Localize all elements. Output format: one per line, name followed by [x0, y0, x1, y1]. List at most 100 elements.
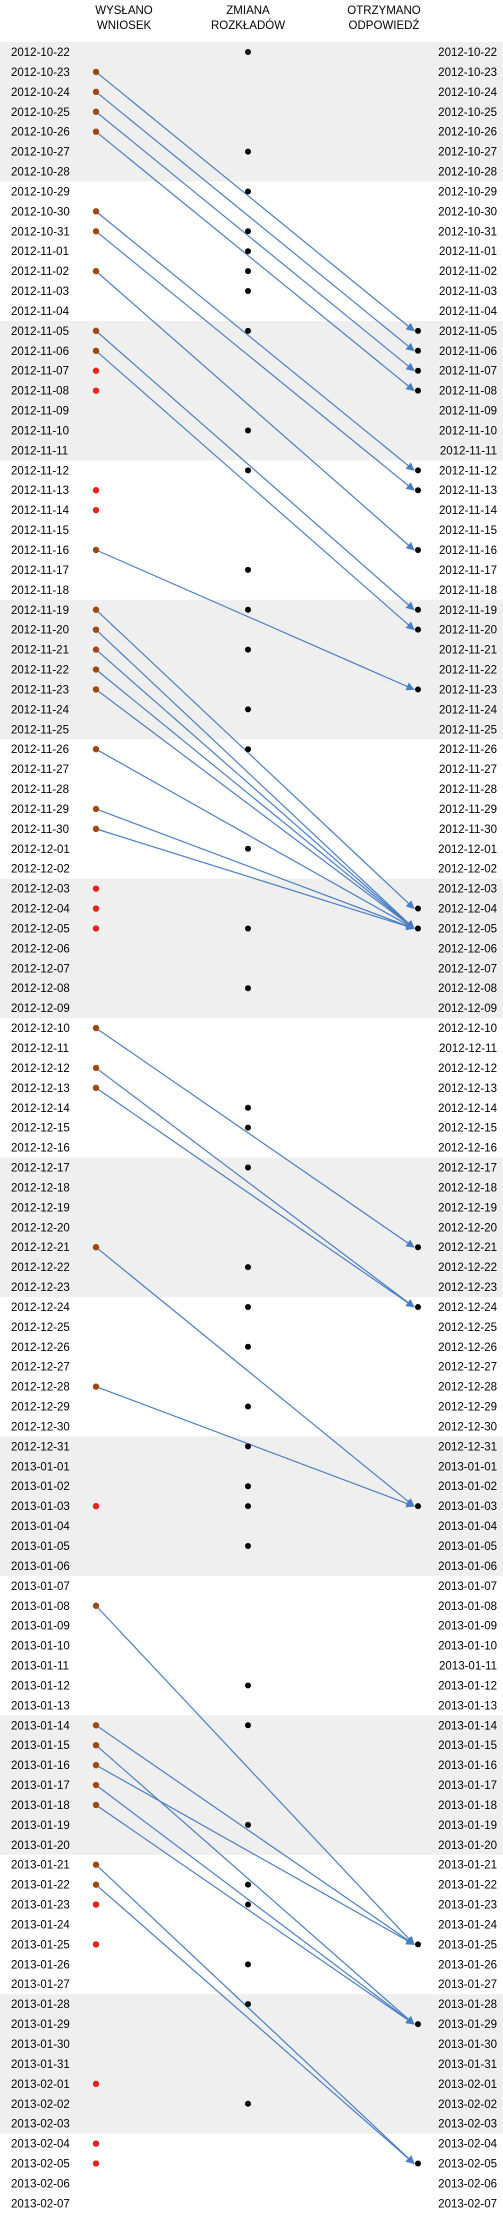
arrow-2012-10-24-to-2012-11-06 — [95, 91, 415, 352]
date-label-right: 2012-11-24 — [439, 704, 498, 716]
reply-dot-2012-12-21 — [415, 1244, 421, 1251]
date-label-right: 2013-01-15 — [438, 1740, 497, 1752]
sent-dot-2012-12-21 — [92, 1244, 100, 1251]
date-label-right: 2012-11-27 — [439, 764, 497, 776]
date-label-right: 2012-12-29 — [438, 1402, 497, 1414]
date-label-left: 2013-01-29 — [11, 2019, 70, 2031]
date-label-right: 2013-01-24 — [438, 1919, 497, 1931]
arrow-2013-01-08-to-2013-01-25 — [95, 1605, 415, 1946]
date-label-left: 2012-10-23 — [11, 67, 70, 79]
date-label-left: 2013-01-20 — [11, 1840, 70, 1852]
arrow-2013-01-15-to-2013-01-29 — [95, 1744, 415, 2025]
arrow-2012-12-12-to-2012-12-24 — [95, 1067, 415, 1308]
date-label-left: 2012-11-09 — [11, 406, 69, 418]
week-shading — [0, 42, 503, 2134]
date-label-right: 2012-11-23 — [439, 684, 497, 696]
date-label-right: 2013-01-05 — [438, 1541, 497, 1553]
schedule-change-dot-2013-01-02 — [245, 1483, 251, 1490]
date-label-left: 2012-10-26 — [11, 127, 70, 139]
schedule-change-dot-2012-12-26 — [245, 1343, 251, 1350]
date-label-left: 2012-12-24 — [11, 1302, 70, 1314]
sent-dot-2012-12-28 — [92, 1383, 100, 1390]
sent-dot-2012-12-13 — [92, 1084, 100, 1092]
schedule-change-dot-2012-10-27 — [245, 148, 251, 155]
date-label-left: 2012-10-31 — [11, 226, 70, 238]
date-label-left: 2012-12-04 — [11, 904, 70, 916]
date-label-left: 2013-01-12 — [11, 1680, 70, 1692]
date-label-left: 2013-01-05 — [11, 1541, 70, 1553]
date-label-left: 2012-11-20 — [11, 625, 69, 637]
date-label-right: 2012-12-12 — [438, 1063, 497, 1075]
schedule-change-dot-2012-11-24 — [245, 706, 251, 713]
arrow-2012-11-29-to-2012-12-05 — [95, 808, 415, 930]
schedule-change-dot-2013-01-28 — [245, 2001, 251, 2008]
date-label-right: 2012-12-11 — [439, 1043, 497, 1055]
date-label-right: 2012-11-04 — [439, 306, 498, 318]
header-change-line2: ROZKŁADÓW — [211, 19, 285, 32]
date-label-left: 2012-11-16 — [11, 545, 69, 557]
schedule-change-dot-2012-11-01 — [245, 248, 251, 255]
date-label-right: 2012-12-27 — [438, 1362, 497, 1374]
date-label-left: 2012-12-18 — [11, 1182, 70, 1194]
date-label-left: 2012-11-02 — [11, 266, 69, 278]
reply-dot-2012-11-07 — [415, 367, 421, 374]
schedule-change-dot-2012-11-21 — [245, 646, 251, 653]
date-label-right: 2012-10-27 — [438, 147, 497, 159]
date-label-right: 2012-12-06 — [438, 943, 497, 955]
date-label-left: 2012-11-21 — [11, 645, 69, 657]
date-label-left: 2012-12-02 — [11, 864, 70, 876]
schedule-change-dot-2012-11-05 — [245, 327, 251, 334]
reply-dot-2012-11-20 — [415, 626, 421, 633]
schedule-change-dot-2012-11-19 — [245, 606, 251, 613]
date-label-left: 2012-11-01 — [11, 246, 69, 258]
date-label-left: 2012-11-12 — [11, 465, 69, 477]
sent-unanswered-dot-2013-02-04 — [92, 2140, 100, 2147]
sent-unanswered-dot-2012-11-14 — [92, 506, 100, 514]
date-label-right: 2012-11-20 — [439, 625, 497, 637]
date-label-right: 2013-02-07 — [438, 2198, 497, 2210]
date-label-left: 2013-01-09 — [11, 1621, 70, 1633]
date-label-right: 2012-11-11 — [440, 445, 497, 457]
date-label-left: 2012-12-20 — [11, 1222, 70, 1234]
date-label-left: 2013-01-30 — [11, 2039, 70, 2051]
date-label-right: 2012-11-12 — [439, 465, 497, 477]
reply-dot-2012-11-23 — [415, 686, 421, 693]
date-label-right: 2013-01-14 — [438, 1720, 497, 1732]
date-label-left: 2012-12-11 — [11, 1043, 69, 1055]
schedule-change-dot-2012-12-15 — [245, 1124, 251, 1131]
shaded-week-2012-12-17 — [0, 1157, 503, 1297]
date-label-right: 2012-12-10 — [438, 1023, 497, 1035]
date-label-right: 2012-11-18 — [439, 585, 497, 597]
reply-dot-2012-11-12 — [415, 467, 421, 474]
sent-unanswered-dot-2012-12-04 — [92, 905, 100, 912]
shaded-week-2012-11-19 — [0, 599, 503, 740]
date-label-left: 2012-12-21 — [11, 1242, 70, 1254]
date-label-right: 2013-01-06 — [438, 1561, 497, 1573]
header-received-line2: ODPOWIEDŹ — [349, 19, 420, 32]
date-label-left: 2012-11-25 — [11, 724, 69, 736]
date-label-left: 2012-11-08 — [11, 386, 69, 398]
date-label-right: 2013-01-12 — [438, 1680, 497, 1692]
date-label-left: 2013-01-22 — [11, 1880, 70, 1892]
date-label-right: 2012-12-13 — [438, 1083, 497, 1095]
date-label-left: 2013-01-25 — [11, 1939, 70, 1951]
date-label-left: 2013-01-15 — [11, 1740, 70, 1752]
request-reply-arrows — [95, 71, 415, 2165]
date-label-right: 2012-11-09 — [439, 406, 497, 418]
date-label-left: 2012-12-27 — [11, 1362, 70, 1374]
arrow-2012-12-21-to-2013-01-03 — [95, 1246, 415, 1507]
arrow-2012-11-19-to-2012-12-04 — [95, 609, 415, 910]
date-label-left: 2012-12-10 — [11, 1023, 70, 1035]
date-label-left: 2012-11-11 — [11, 445, 68, 457]
date-label-left: 2012-11-04 — [11, 306, 70, 318]
sent-dot-2012-11-20 — [92, 626, 100, 633]
schedule-change-dot-2012-10-22 — [245, 49, 251, 55]
arrow-2012-12-28-to-2013-01-03 — [95, 1386, 415, 1508]
date-label-right: 2013-02-02 — [438, 2099, 497, 2111]
sent-unanswered-dot-2012-11-13 — [92, 487, 100, 494]
date-label-left: 2013-01-19 — [11, 1820, 70, 1832]
shaded-week-2013-01-14 — [0, 1715, 503, 1855]
date-label-left: 2012-12-07 — [11, 963, 70, 975]
date-label-right: 2012-12-01 — [438, 844, 497, 856]
